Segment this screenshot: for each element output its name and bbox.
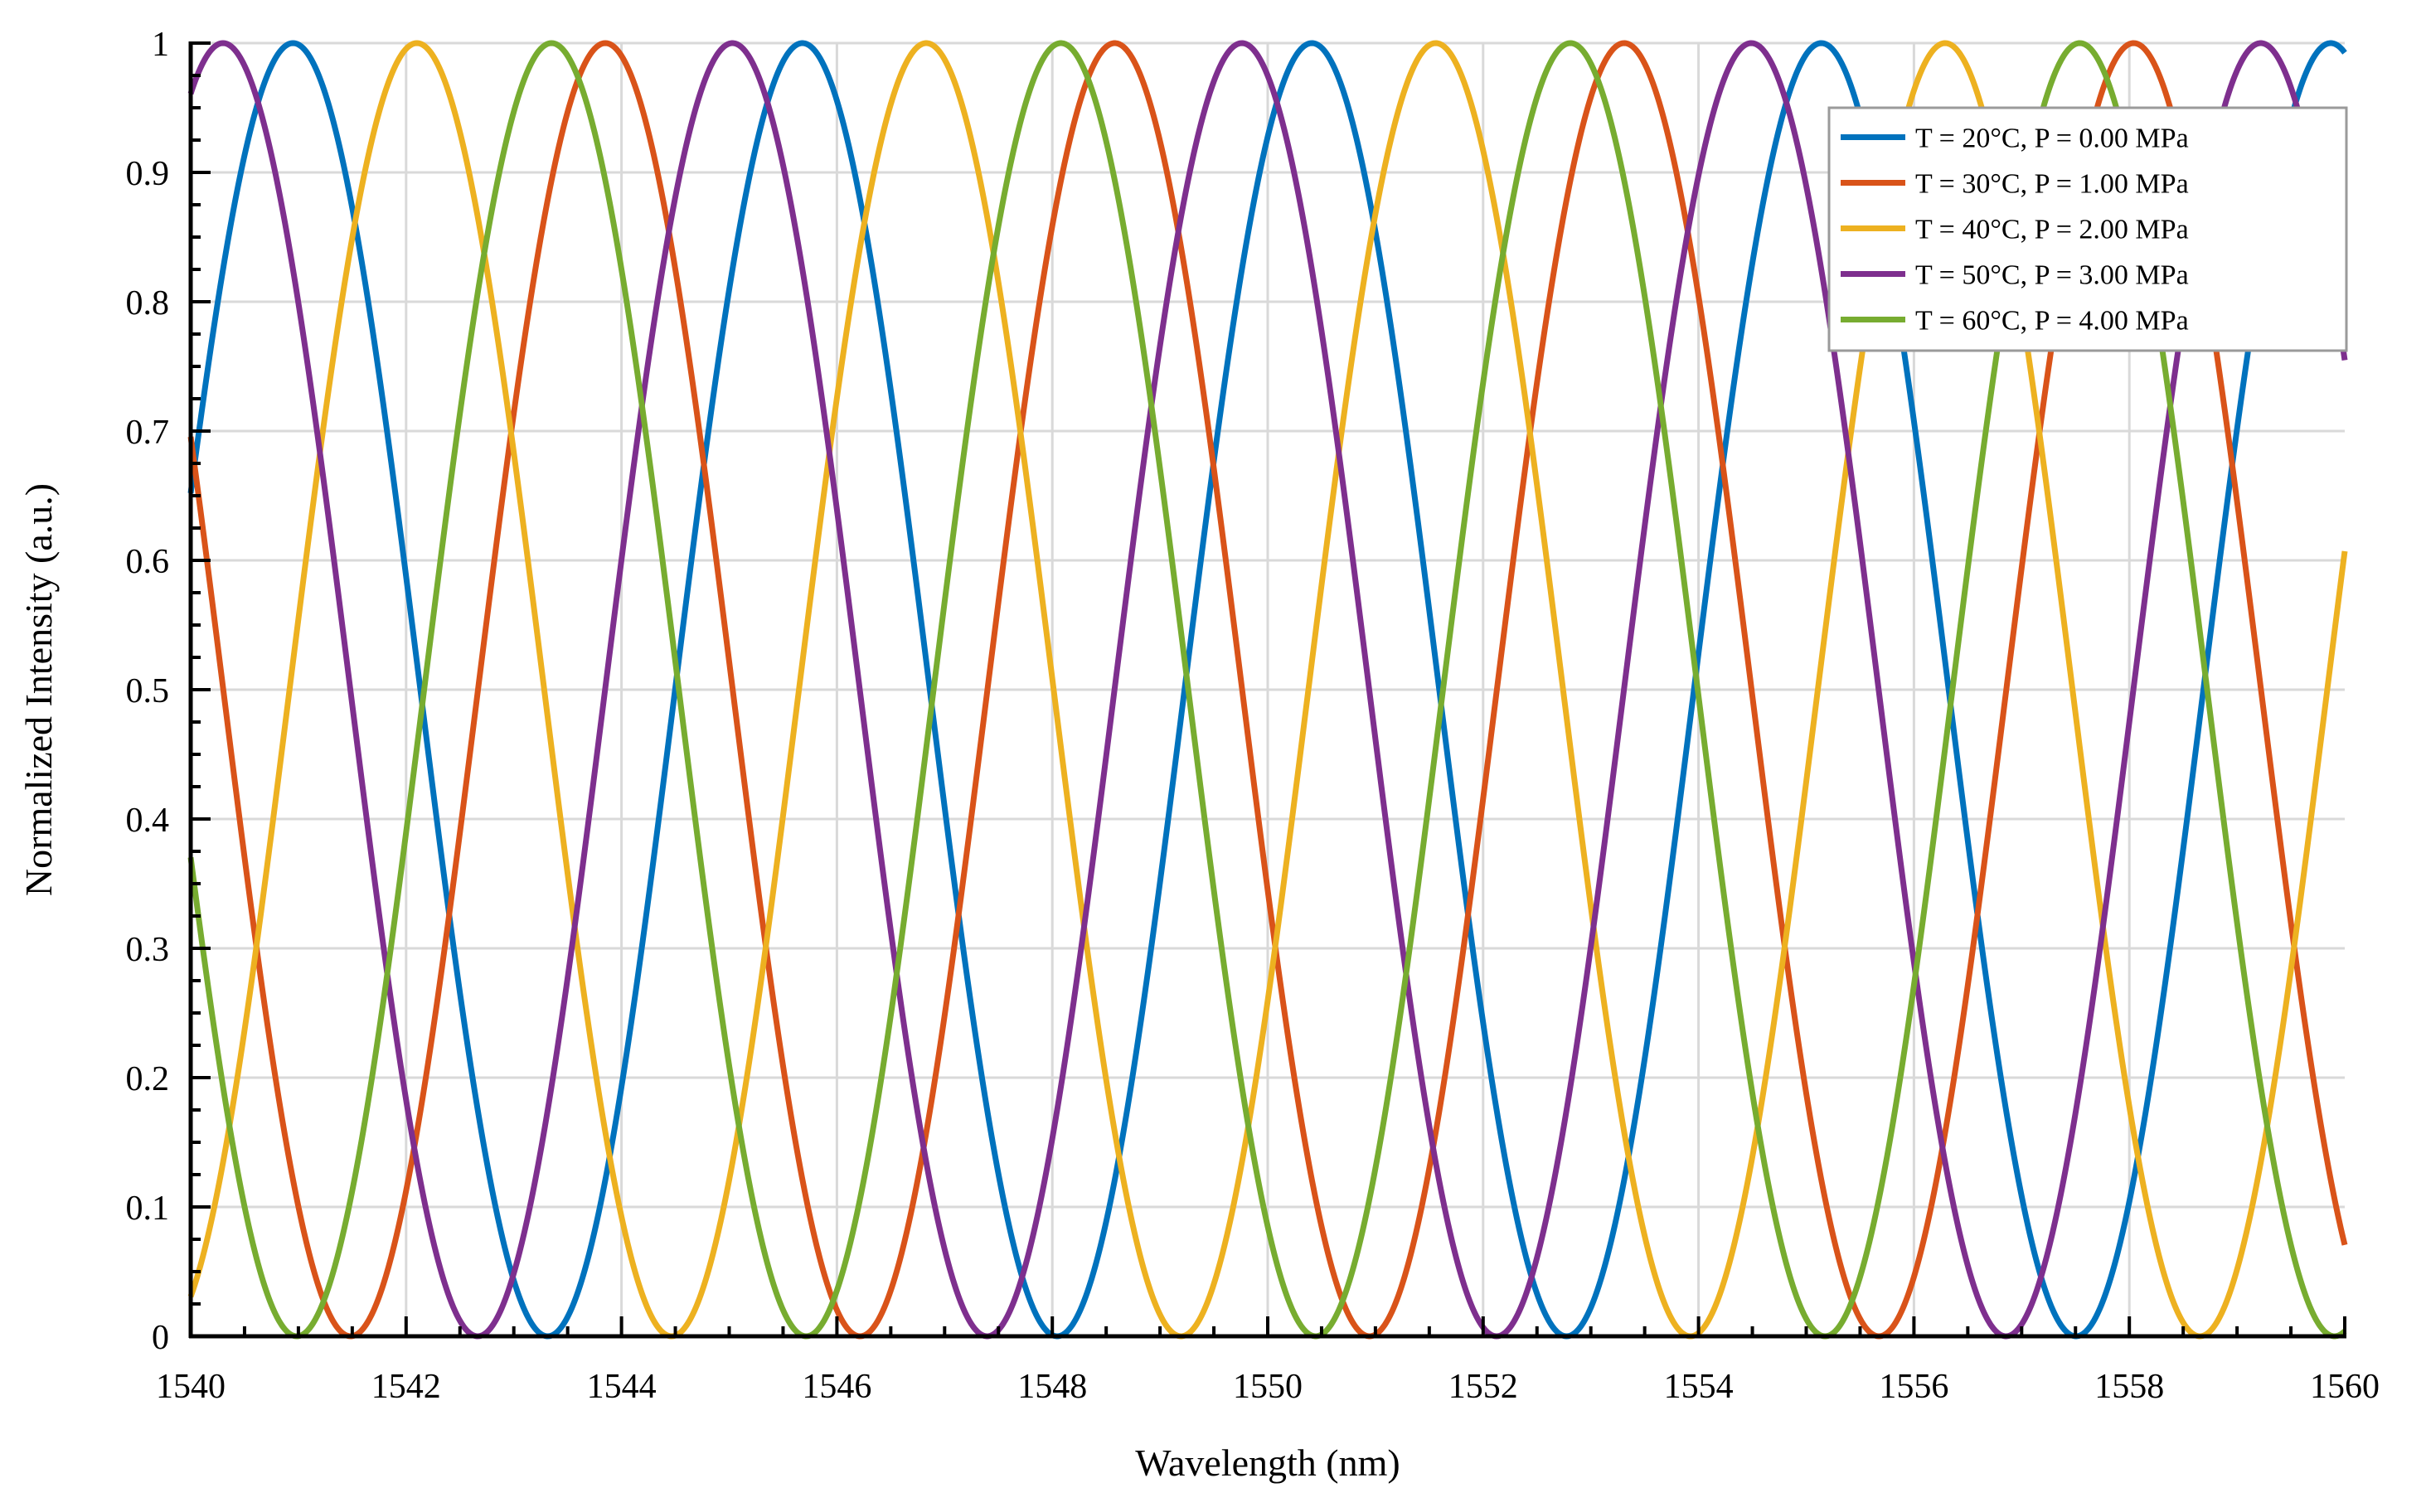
- series-line-5: [187, 40, 2347, 1340]
- y-tick-label: 0.6: [126, 543, 170, 581]
- grid-layer: [191, 41, 2345, 1336]
- x-tick-label: 1548: [1017, 1368, 1087, 1406]
- y-tick-label: 1: [152, 26, 169, 64]
- x-tick-label: 1540: [156, 1368, 226, 1406]
- x-tick-label: 1558: [2094, 1368, 2164, 1406]
- x-tick-label: 1550: [1233, 1368, 1303, 1406]
- legend-label-5: T = 60°C, P = 4.00 MPa: [1915, 306, 2189, 337]
- x-tick-label: 1560: [2310, 1368, 2380, 1406]
- legend-label-1: T = 20°C, P = 0.00 MPa: [1915, 124, 2189, 154]
- series-line-4: [187, 40, 2348, 1340]
- y-tick-label: 0.1: [126, 1190, 170, 1228]
- y-tick-label: 0.9: [126, 155, 170, 193]
- x-tick-label: 1554: [1664, 1368, 1734, 1406]
- x-tick-label: 1542: [371, 1368, 441, 1406]
- y-tick-label: 0: [152, 1319, 169, 1357]
- x-tick-label: 1556: [1879, 1368, 1948, 1406]
- y-tick-label: 0.5: [126, 672, 170, 710]
- axes-layer: [188, 41, 2346, 1339]
- legend-label-4: T = 50°C, P = 3.00 MPa: [1915, 260, 2189, 291]
- y-tick-label: 0.7: [126, 414, 170, 452]
- y-tick-label: 0.8: [126, 284, 170, 322]
- x-axis-label: Wavelength (nm): [1135, 1442, 1400, 1484]
- legend: T = 20°C, P = 0.00 MPa T = 30°C, P = 1.00…: [1827, 106, 2348, 352]
- x-tick-label: 1546: [802, 1368, 871, 1406]
- y-tick-label: 0.2: [126, 1060, 170, 1098]
- y-axis-label: Normalized Intensity (a.u.): [17, 483, 60, 896]
- legend-label-2: T = 30°C, P = 1.00 MPa: [1915, 169, 2189, 200]
- tick-label-layer: 1540 1542 1544 1546 1548 1550 1552 1554 1556 1558…: [126, 26, 2380, 1406]
- y-tick-label: 0.3: [126, 931, 170, 969]
- legend-box: [1827, 106, 2348, 352]
- y-tick-label: 0.4: [126, 802, 170, 840]
- x-tick-label: 1544: [587, 1368, 657, 1406]
- x-tick-label: 1552: [1448, 1368, 1518, 1406]
- series-line-2: [187, 40, 2348, 1340]
- legend-label-3: T = 40°C, P = 2.00 MPa: [1915, 215, 2189, 245]
